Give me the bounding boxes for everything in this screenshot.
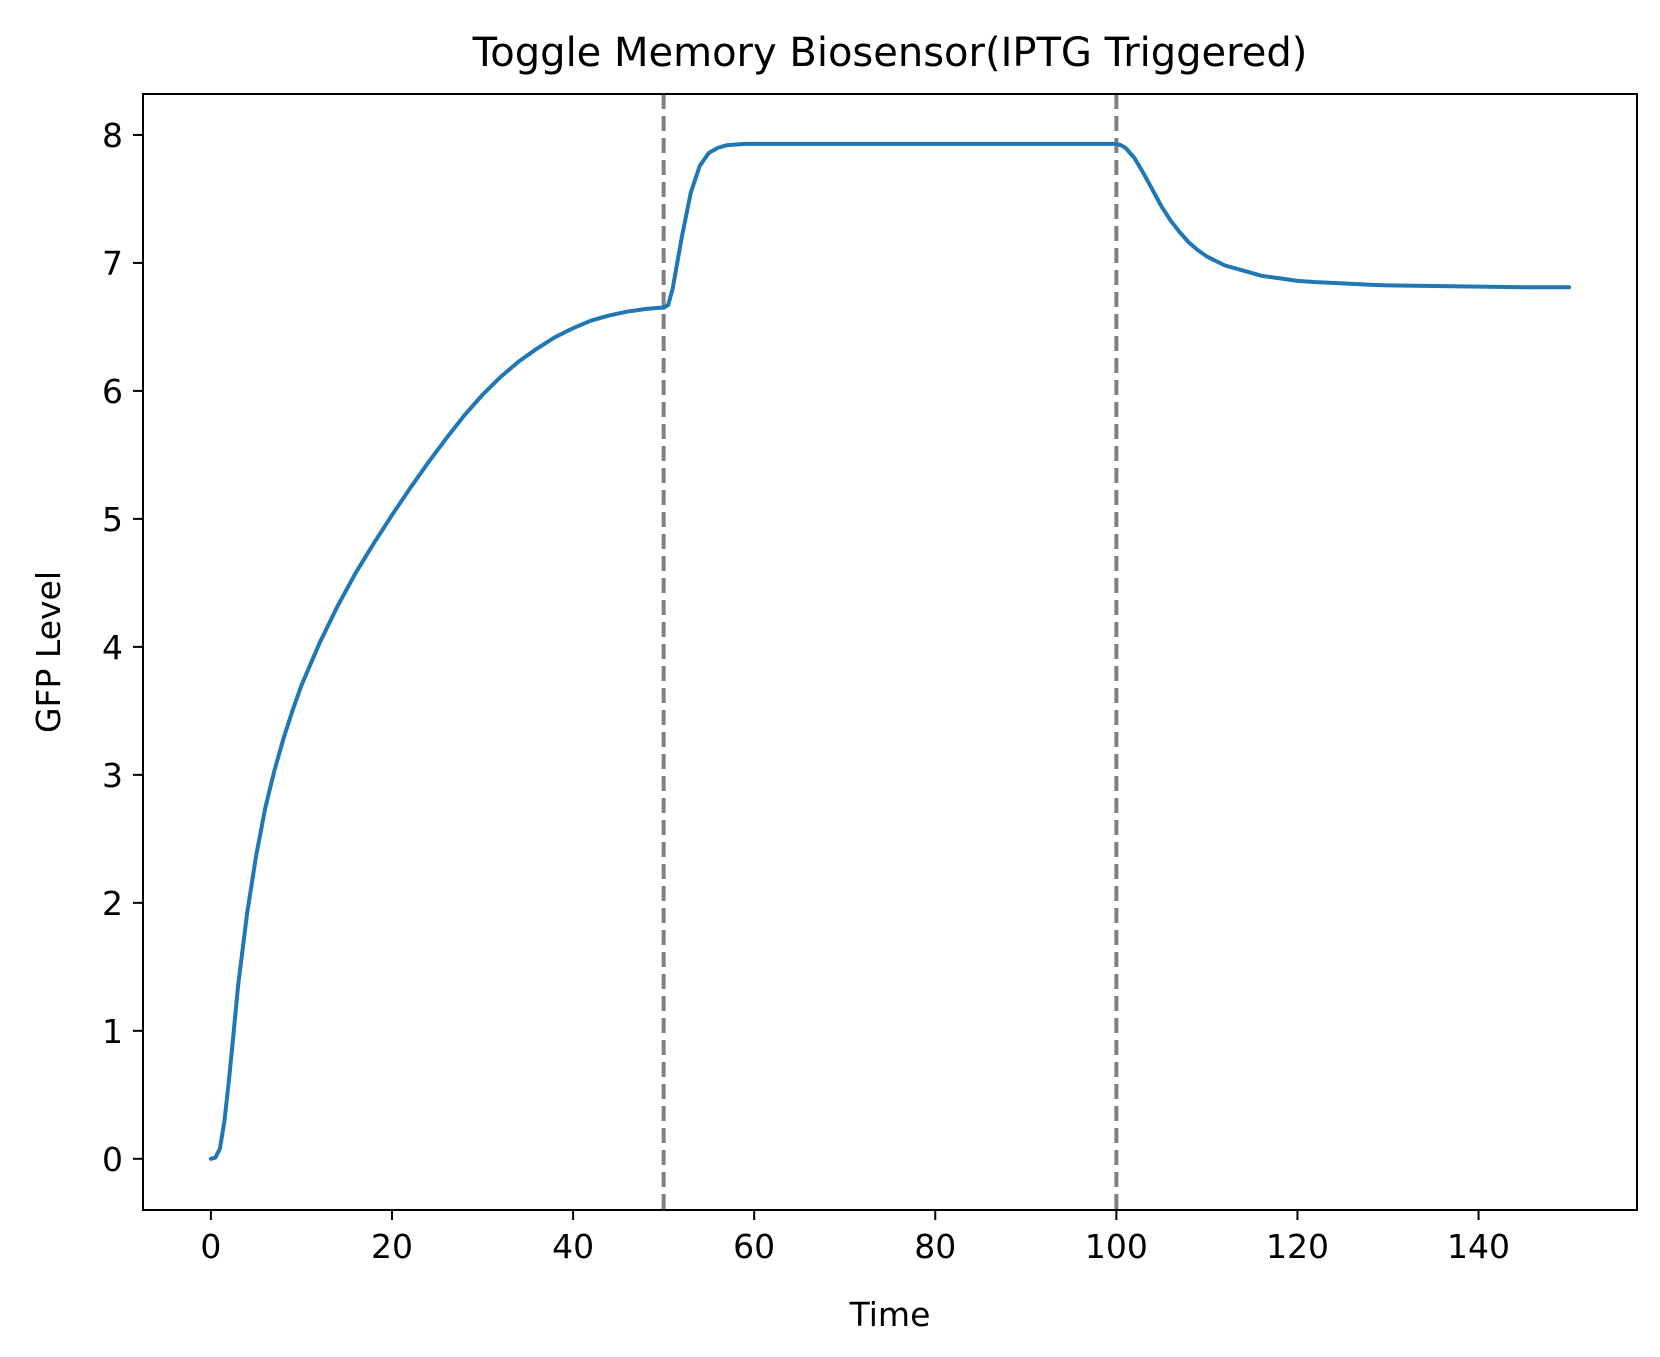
y-tick-label: 6 bbox=[102, 372, 123, 411]
plot-frame bbox=[142, 93, 1638, 1211]
x-tick-label: 140 bbox=[1447, 1227, 1510, 1266]
y-tick-label: 4 bbox=[102, 628, 123, 667]
x-tick-label: 20 bbox=[371, 1227, 413, 1266]
x-axis-label: Time bbox=[849, 1295, 931, 1334]
x-tick-label: 120 bbox=[1266, 1227, 1329, 1266]
gfp-series-line bbox=[208, 141, 1572, 1161]
x-tick-label: 40 bbox=[552, 1227, 594, 1266]
y-tick-label: 8 bbox=[102, 116, 123, 155]
x-tick-label: 60 bbox=[733, 1227, 775, 1266]
x-tick-label: 80 bbox=[914, 1227, 956, 1266]
reference-lines bbox=[661, 94, 1119, 1210]
y-tick-label: 0 bbox=[102, 1140, 123, 1179]
y-tick-label: 1 bbox=[102, 1012, 123, 1051]
x-tick-label: 0 bbox=[200, 1227, 221, 1266]
y-tick-label: 3 bbox=[102, 756, 123, 795]
y-tick-label: 5 bbox=[102, 500, 123, 539]
x-axis: 0 20 40 60 80 100 120 140 bbox=[200, 1210, 1510, 1266]
y-axis: 0 1 2 3 4 5 6 7 8 bbox=[102, 116, 143, 1179]
x-tick-label: 100 bbox=[1085, 1227, 1148, 1266]
series-layer bbox=[208, 141, 1572, 1161]
y-axis-label: GFP Level bbox=[29, 571, 68, 733]
y-tick-label: 2 bbox=[102, 884, 123, 923]
chart-title: Toggle Memory Biosensor(IPTG Triggered) bbox=[472, 30, 1308, 76]
y-tick-label: 7 bbox=[102, 244, 123, 283]
